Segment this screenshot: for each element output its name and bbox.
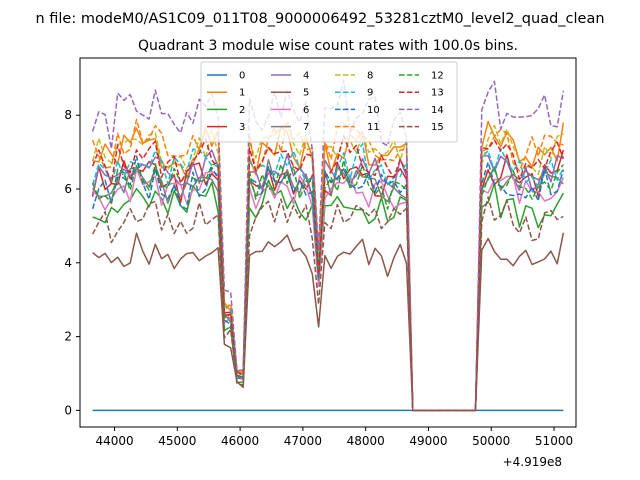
x-tick-label: 47000: [284, 434, 322, 448]
series-line-2: [92, 179, 565, 412]
legend-label-5: 5: [303, 88, 309, 99]
legend-label-6: 6: [303, 105, 309, 116]
legend-label-8: 8: [367, 71, 373, 82]
series-line-12: [91, 159, 564, 412]
y-tick-label: 2: [64, 330, 72, 344]
series-line-13: [91, 134, 565, 412]
y-tick-label: 4: [64, 256, 72, 270]
series-line-4: [91, 149, 564, 412]
series-line-10: [91, 155, 565, 412]
y-tick-label: 8: [64, 108, 72, 122]
legend-label-11: 11: [367, 122, 380, 133]
legend-label-0: 0: [239, 71, 245, 82]
figure-suptitle: n file: modeM0/AS1C09_011T08_9000006492_…: [35, 11, 604, 27]
legend-label-15: 15: [431, 122, 444, 133]
legend-label-3: 3: [239, 122, 245, 133]
x-tick-label: 45000: [158, 434, 196, 448]
legend-label-1: 1: [239, 88, 245, 99]
x-tick-label: 48000: [347, 434, 385, 448]
x-axis-ticks: 44000 45000 46000 47000 48000 49000 50000 51000: [95, 427, 573, 448]
series-line-9: [91, 142, 565, 412]
series-line-6: [92, 168, 565, 412]
series-line-15: [91, 196, 564, 412]
chart-title: Quadrant 3 module wise count rates with …: [138, 38, 518, 54]
legend-label-12: 12: [431, 71, 444, 82]
x-tick-label: 44000: [95, 434, 133, 448]
x-tick-label: 50000: [472, 434, 510, 448]
series-line-14: [91, 79, 565, 412]
legend-label-9: 9: [367, 88, 373, 99]
series-line-11: [91, 118, 564, 412]
x-tick-label: 49000: [409, 434, 447, 448]
axes-frame: [79, 57, 577, 428]
legend-label-14: 14: [431, 105, 444, 116]
x-tick-label: 51000: [535, 434, 573, 448]
x-tick-label: 46000: [221, 434, 259, 448]
y-tick-label: 0: [64, 403, 72, 417]
legend-label-13: 13: [431, 88, 444, 99]
x-offset-label: +4.919e8: [503, 455, 562, 469]
y-tick-label: 6: [64, 182, 72, 196]
y-axis-ticks: 0 2 4 6 8: [64, 108, 80, 417]
series-layer: [91, 79, 565, 412]
legend-box: [200, 61, 458, 143]
legend-label-7: 7: [303, 122, 309, 133]
series-line-5: [92, 232, 565, 412]
legend-label-4: 4: [303, 71, 309, 82]
series-line-8: [91, 124, 564, 412]
legend-label-2: 2: [239, 105, 245, 116]
legend-label-10: 10: [367, 105, 380, 116]
